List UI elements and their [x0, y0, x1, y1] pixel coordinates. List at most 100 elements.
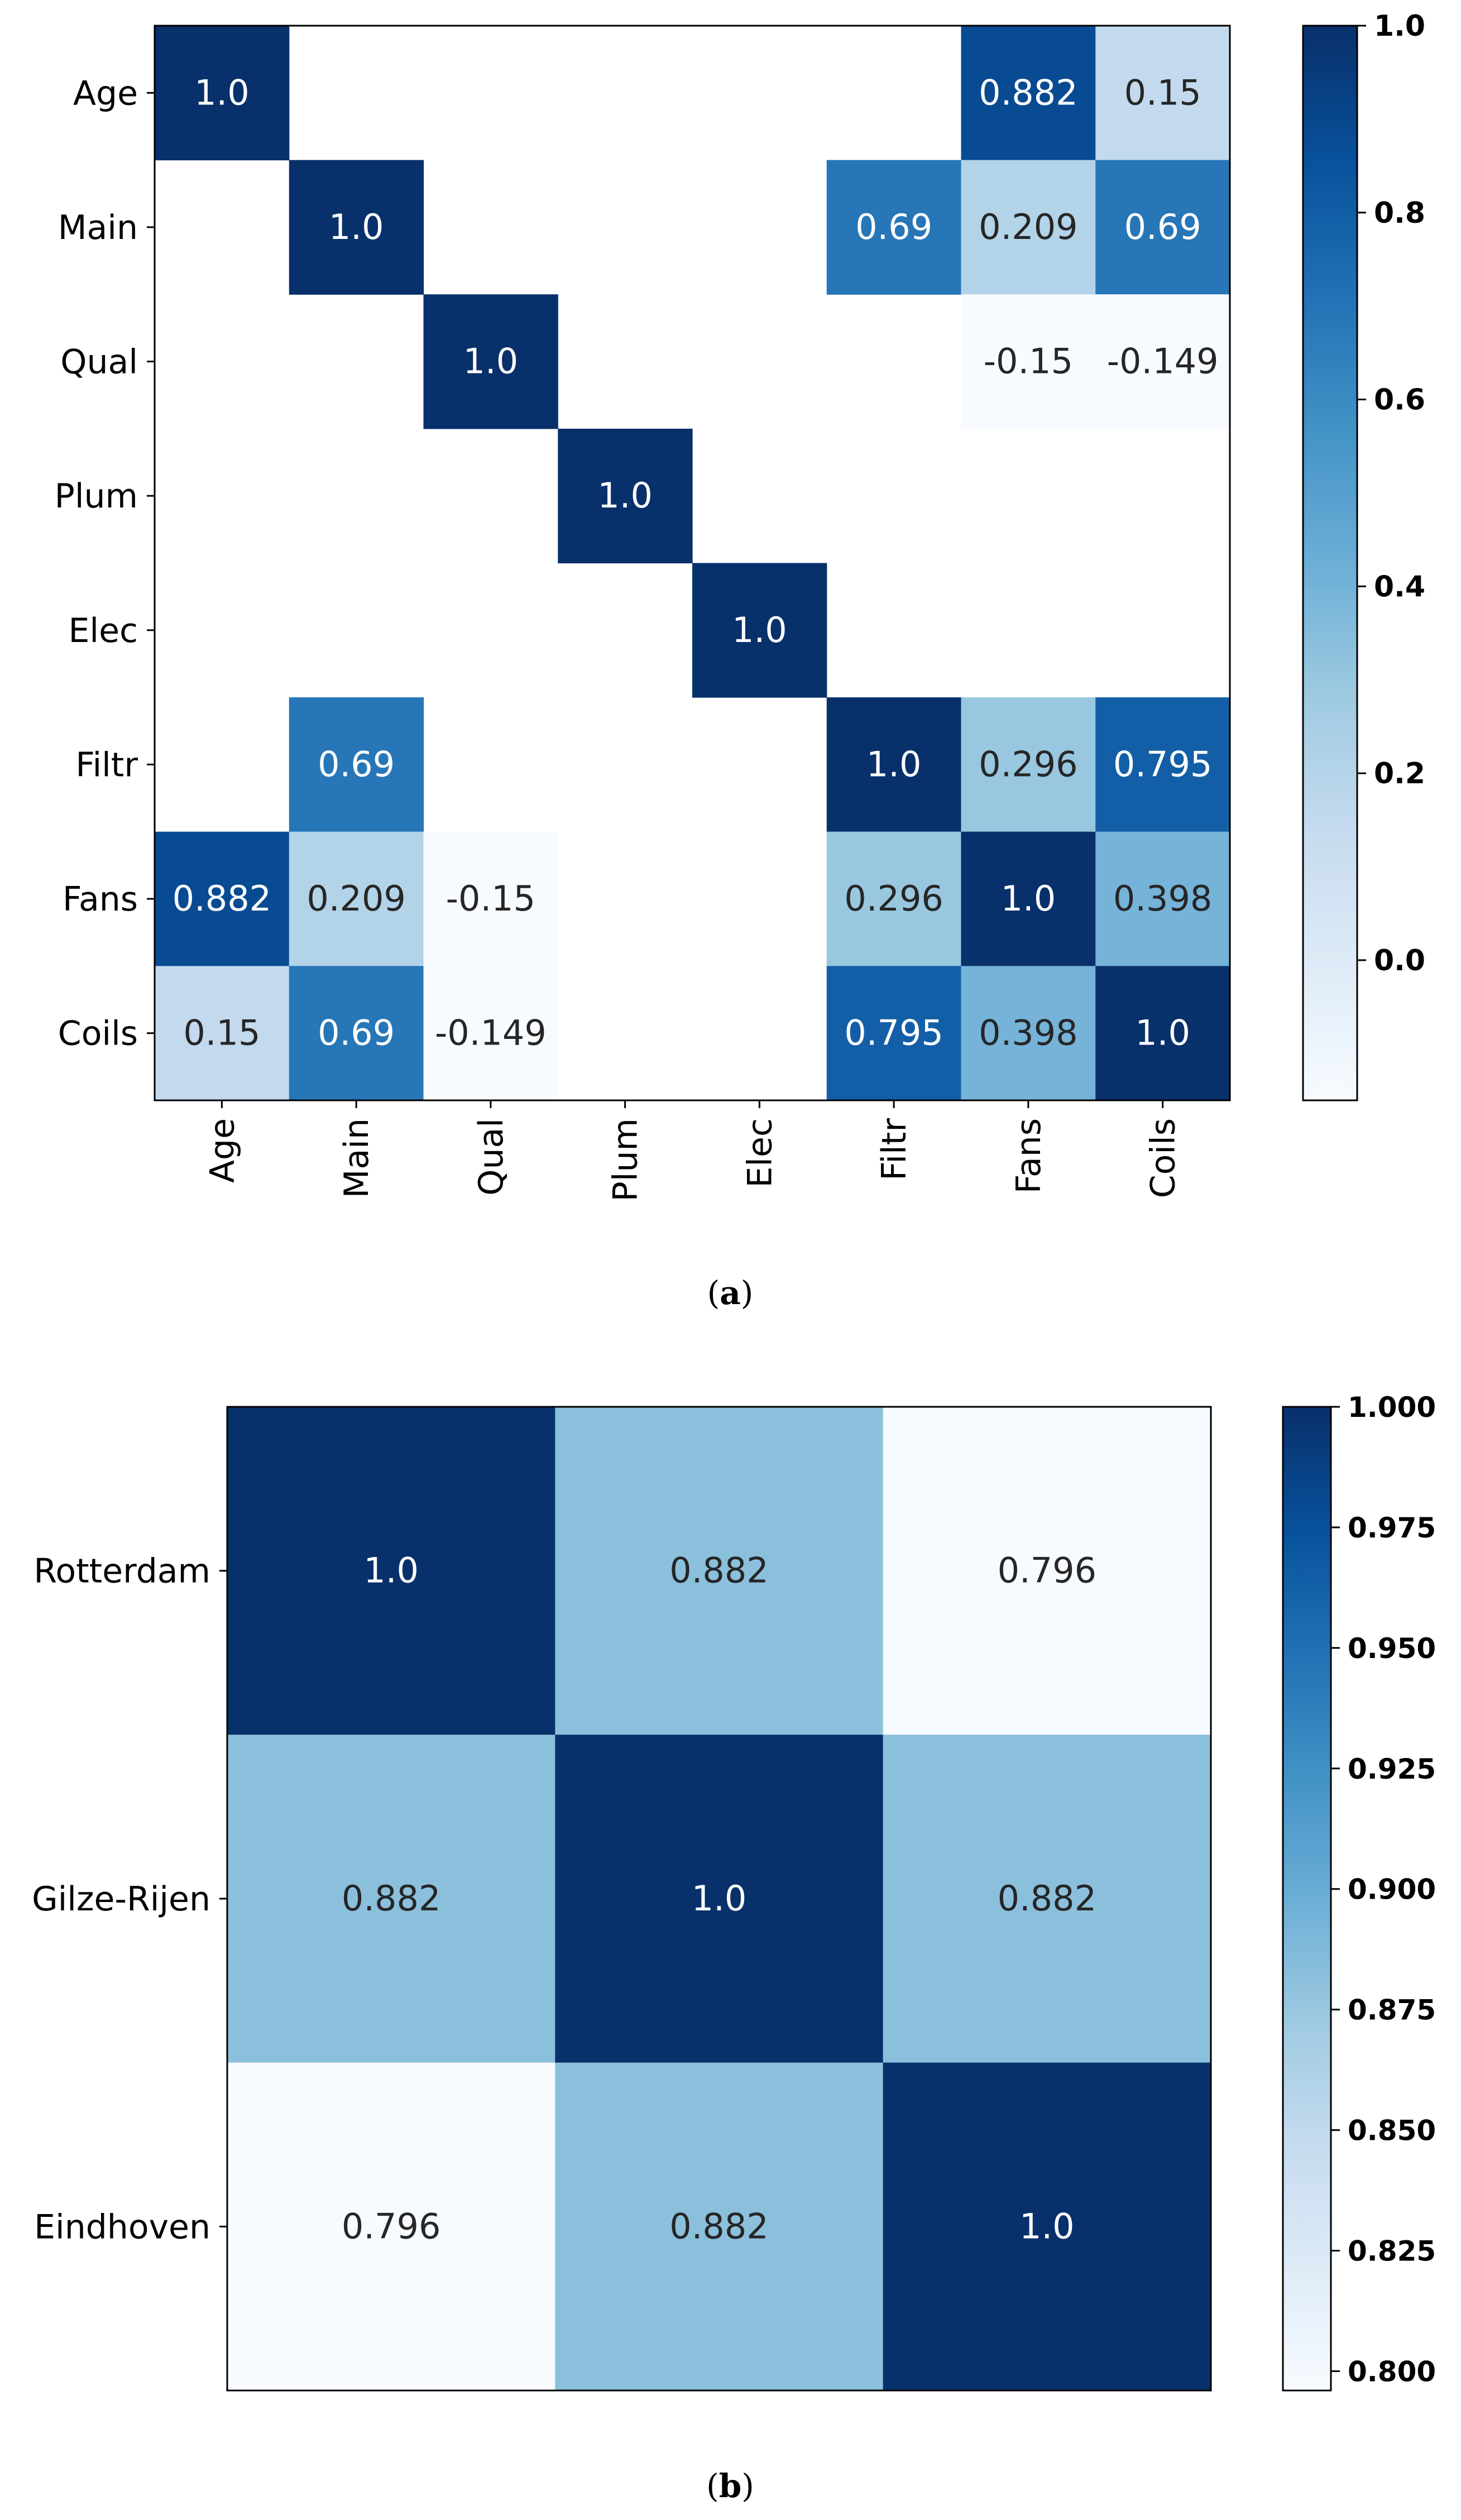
colorbar-tick-label: 0.925	[1348, 1753, 1436, 1785]
cell-value-label: 1.0	[597, 475, 653, 516]
cell-value-label: 0.882	[669, 2206, 769, 2246]
y-tick-label: Elec	[69, 611, 138, 650]
cell-value-label: 1.0	[329, 207, 384, 247]
heatmap-cell	[289, 831, 424, 966]
x-tick-label: Filtr	[875, 1118, 914, 1181]
cell-value-label: 1.0	[363, 1550, 419, 1591]
caption-a-close: )	[741, 1274, 754, 1312]
cell-value-label: 0.15	[1124, 72, 1201, 113]
cell-value-label: 0.882	[669, 1550, 769, 1591]
y-tick-label: Plum	[55, 477, 138, 516]
heatmap-cell	[558, 428, 693, 564]
colorbar-tick-label: 1.000	[1348, 1391, 1436, 1424]
heatmap-cell	[961, 697, 1096, 832]
cell-value-label: -0.149	[435, 1013, 547, 1053]
heatmap-cell	[555, 1407, 884, 1735]
heatmap-cell	[1095, 160, 1230, 295]
heatmap-cell	[883, 2062, 1211, 2391]
heatmap-cell	[423, 966, 558, 1101]
heatmap-cell	[826, 160, 962, 295]
x-tick-label: Fans	[1009, 1118, 1048, 1194]
caption-a-letter: a	[720, 1274, 741, 1312]
heatmap-b-y-tick-labels: Rotterdam Gilze-Rijen Eindhoven	[32, 1552, 227, 2246]
y-tick-label: Coils	[58, 1014, 138, 1053]
y-tick-label: Rotterdam	[33, 1552, 210, 1591]
cell-value-label: -0.15	[446, 878, 535, 919]
x-tick-label: Main	[337, 1118, 376, 1198]
heatmap-cell	[883, 1735, 1211, 2063]
colorbar-a: 0.0 0.2 0.4 0.6 0.8 1.0	[1302, 9, 1425, 1101]
colorbar-tick-label: 0.0	[1374, 944, 1425, 978]
heatmap-cell	[1095, 26, 1230, 161]
colorbar-tick-label: 0.850	[1348, 2115, 1436, 2147]
heatmap-cell	[1095, 294, 1230, 429]
caption-a: (a)	[707, 1274, 754, 1312]
heatmap-cell	[289, 966, 424, 1101]
heatmap-cell	[961, 160, 1096, 295]
y-tick-label: Main	[58, 208, 138, 247]
heatmap-cell	[227, 1407, 555, 1735]
cell-value-label: 1.0	[1019, 2206, 1075, 2246]
cell-value-label: 1.0	[1001, 878, 1056, 919]
heatmap-cell	[227, 2062, 555, 2391]
heatmap-cell	[826, 831, 962, 966]
cell-value-label: 0.69	[855, 207, 932, 247]
x-tick-label: Elec	[740, 1118, 779, 1187]
cell-value-label: 0.69	[1124, 207, 1201, 247]
cell-value-label: 0.796	[342, 2206, 441, 2246]
cell-value-label: 0.796	[998, 1550, 1097, 1591]
colorbar-tick-label: 0.825	[1348, 2235, 1436, 2268]
heatmap-cell	[555, 1735, 884, 2063]
x-tick-label: Qual	[472, 1118, 511, 1196]
x-tick-label: Plum	[606, 1118, 645, 1201]
colorbar-tick-label: 0.8	[1374, 197, 1425, 230]
heatmap-cell	[1095, 831, 1230, 966]
heatmap-a-frame	[154, 25, 1231, 1101]
colorbar-tick-label: 0.975	[1348, 1512, 1436, 1544]
cell-value-label: 1.0	[732, 610, 787, 650]
cell-value-label: 0.209	[979, 207, 1078, 247]
colorbar-b: 0.800 0.825 0.850 0.875 0.900 0.925 0.950 0.975…	[1282, 1391, 1436, 2392]
cell-value-label: 0.398	[1113, 878, 1213, 919]
cell-value-label: 1.0	[1135, 1013, 1190, 1053]
cell-value-label: 0.882	[979, 72, 1078, 113]
colorbar-a-gradient	[1302, 25, 1358, 1101]
caption-a-open: (	[707, 1274, 720, 1312]
colorbar-tick-label: 0.875	[1348, 1994, 1436, 2026]
heatmap-cell	[1095, 966, 1230, 1101]
heatmap-cell	[883, 1407, 1211, 1735]
y-tick-label: Eindhoven	[34, 2207, 210, 2246]
colorbar-b-ticks: 0.800 0.825 0.850 0.875 0.900 0.925 0.950 0.975…	[1331, 1391, 1436, 2388]
cell-value-label: 0.795	[844, 1013, 943, 1053]
colorbar-tick-label: 0.950	[1348, 1632, 1436, 1665]
cell-value-label: 0.209	[306, 878, 406, 919]
cell-value-label: 0.795	[1113, 744, 1213, 784]
heatmap-cell	[555, 2062, 884, 2391]
heatmap-a-x-tick-labels: Age Main Qual Plum Elec Filtr Fans Coils	[203, 1100, 1183, 1201]
y-tick-label: Age	[73, 74, 138, 113]
heatmap-cell	[1095, 697, 1230, 832]
cell-value-label: 0.69	[318, 1013, 395, 1053]
heatmap-cell	[961, 26, 1096, 161]
heatmap-cell	[423, 294, 558, 429]
cell-value-label: 0.296	[844, 878, 943, 919]
heatmap-a-cells: 1.0 0.882 0.15 1.0 0.69 0.209 0.69 1.0 -0.15 -0.1…	[155, 26, 1230, 1101]
y-tick-label: Gilze-Rijen	[32, 1880, 210, 1919]
heatmap-cell	[692, 563, 827, 698]
cell-value-label: 0.296	[979, 744, 1078, 784]
heatmap-cell	[961, 294, 1096, 429]
colorbar-tick-label: 0.800	[1348, 2355, 1436, 2388]
cell-value-label: 0.882	[342, 1878, 441, 1919]
colorbar-tick-label: 1.0	[1374, 9, 1425, 43]
y-tick-label: Fans	[63, 880, 138, 919]
heatmap-cell	[155, 26, 290, 161]
heatmap-cell	[289, 160, 424, 295]
caption-b: (b)	[706, 2467, 754, 2505]
heatmap-cell	[826, 697, 962, 832]
heatmap-b-cells: 1.0 0.882 0.796 0.882 1.0 0.882 0.796 0.882 1.0	[227, 1407, 1211, 2391]
caption-b-close: )	[741, 2467, 754, 2505]
cell-value-label: 0.69	[318, 744, 395, 784]
colorbar-a-ticks: 0.0 0.2 0.4 0.6 0.8 1.0	[1357, 9, 1425, 978]
cell-value-label: 0.15	[183, 1013, 260, 1053]
